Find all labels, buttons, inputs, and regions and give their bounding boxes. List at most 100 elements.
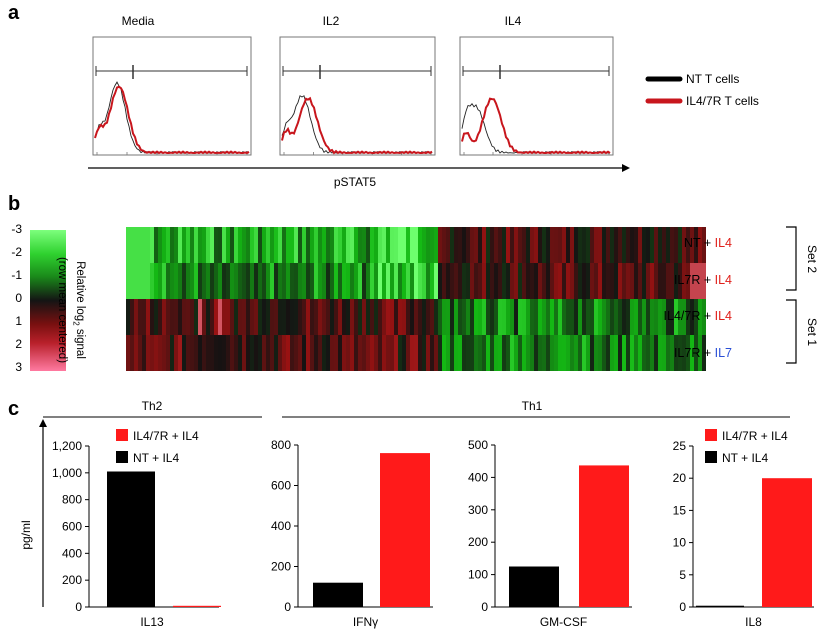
heatmap-cell [146, 263, 151, 299]
heatmap-cell [198, 227, 203, 263]
heatmap-cell [318, 227, 323, 263]
heatmap-cell [558, 227, 563, 263]
heatmap-cell [278, 227, 283, 263]
heatmap-cell [202, 299, 207, 335]
heatmap-cell [218, 263, 223, 299]
heatmap-cell [266, 263, 271, 299]
legend-label-nt-il4-2: NT + IL4 [722, 451, 768, 465]
x-category-label: GM-CSF [540, 615, 587, 629]
heatmap-cell [166, 335, 171, 371]
heatmap-cell [454, 335, 459, 371]
heatmap-cell [190, 227, 195, 263]
heatmap-cell [302, 263, 307, 299]
scale-tick: 3 [15, 360, 22, 374]
heatmap-cell [314, 263, 319, 299]
heatmap-cell [126, 335, 131, 371]
heatmap-cell [566, 299, 571, 335]
y-tick-label: 100 [468, 568, 488, 582]
heatmap-cell [406, 335, 411, 371]
heatmap-cell [442, 227, 447, 263]
heatmap-cell [290, 299, 295, 335]
heatmap-cell [134, 263, 139, 299]
heatmap-cell [386, 335, 391, 371]
heatmap-cell [666, 335, 671, 371]
heatmap-cell [178, 299, 183, 335]
heatmap-cell [174, 227, 179, 263]
heatmap-cell [334, 227, 339, 263]
row-prefix: IL4/7R + [663, 309, 715, 323]
heatmap-cell [214, 263, 219, 299]
color-scale-bar [30, 230, 66, 371]
heatmap-cell [166, 263, 171, 299]
heatmap-cell [178, 335, 183, 371]
heatmap-cell [562, 335, 567, 371]
heatmap-cell [430, 335, 435, 371]
heatmap-cell [210, 335, 215, 371]
heatmap-cell [690, 299, 695, 335]
legend-label-nt-il4: NT + IL4 [133, 451, 179, 465]
y-tick-label: 25 [673, 439, 687, 453]
heatmap-cell [190, 335, 195, 371]
heatmap-cell [294, 227, 299, 263]
heatmap-cell [490, 263, 495, 299]
heatmap-cell [694, 263, 699, 299]
bar-nt-il4 [107, 471, 155, 607]
heatmap-cell [574, 227, 579, 263]
heatmap-cell [410, 263, 415, 299]
heatmap-cell [682, 299, 687, 335]
heatmap-cell [582, 263, 587, 299]
heatmap-cell [326, 299, 331, 335]
heatmap-cell [258, 263, 263, 299]
heatmap-cell [622, 227, 627, 263]
heatmap-cell [222, 299, 227, 335]
heatmap-cell [346, 263, 351, 299]
heatmap-cell [686, 227, 691, 263]
heatmap-cell [694, 227, 699, 263]
heatmap-cell [138, 227, 143, 263]
heatmap-cell [502, 299, 507, 335]
scale-tick: -3 [11, 222, 22, 236]
heatmap-cell [558, 335, 563, 371]
y-tick-label: 400 [62, 546, 82, 560]
heatmap-cell [586, 227, 591, 263]
heatmap-cell [146, 299, 151, 335]
heatmap-cell [330, 299, 335, 335]
heatmap-cell [646, 335, 651, 371]
heatmap-cell [254, 227, 259, 263]
heatmap-cell [630, 335, 635, 371]
heatmap-row-label-2: IL4/7R + IL4 [664, 309, 732, 323]
heatmap-cell [406, 299, 411, 335]
heatmap-cell [338, 335, 343, 371]
heatmap-cell [154, 227, 159, 263]
heatmap-cell [414, 299, 419, 335]
heatmap-cell [182, 335, 187, 371]
heatmap-cell [146, 335, 151, 371]
heatmap-cell [150, 335, 155, 371]
heatmap-cell [602, 227, 607, 263]
heatmap-cell [650, 335, 655, 371]
y-tick-label: 1,000 [52, 466, 82, 480]
heatmap-cell [510, 299, 515, 335]
heatmap-cell [286, 227, 291, 263]
set1-bracket [786, 299, 797, 364]
heatmap-cell [174, 263, 179, 299]
heatmap-cell [582, 227, 587, 263]
heatmap-cell [626, 227, 631, 263]
heatmap-cell [194, 299, 199, 335]
heatmap-cell [374, 299, 379, 335]
heatmap-cell [206, 299, 211, 335]
heatmap-cell [198, 299, 203, 335]
heatmap-cell [222, 335, 227, 371]
heatmap-cell [490, 227, 495, 263]
bar-il47r-il4 [380, 453, 430, 607]
chart-il13: 0 200 400 600 800 1,000 1,200 IL13 [52, 439, 221, 629]
chart-ifng: 0 200 400 600 800 IFNγ [271, 438, 433, 629]
heatmap-cell [662, 263, 667, 299]
heatmap-cell [694, 335, 699, 371]
heatmap-cell [526, 335, 531, 371]
heatmap-cell [518, 227, 523, 263]
heatmap-cell [262, 299, 267, 335]
heatmap-cell [446, 335, 451, 371]
heatmap-cell [338, 299, 343, 335]
heatmap-cell [530, 227, 535, 263]
